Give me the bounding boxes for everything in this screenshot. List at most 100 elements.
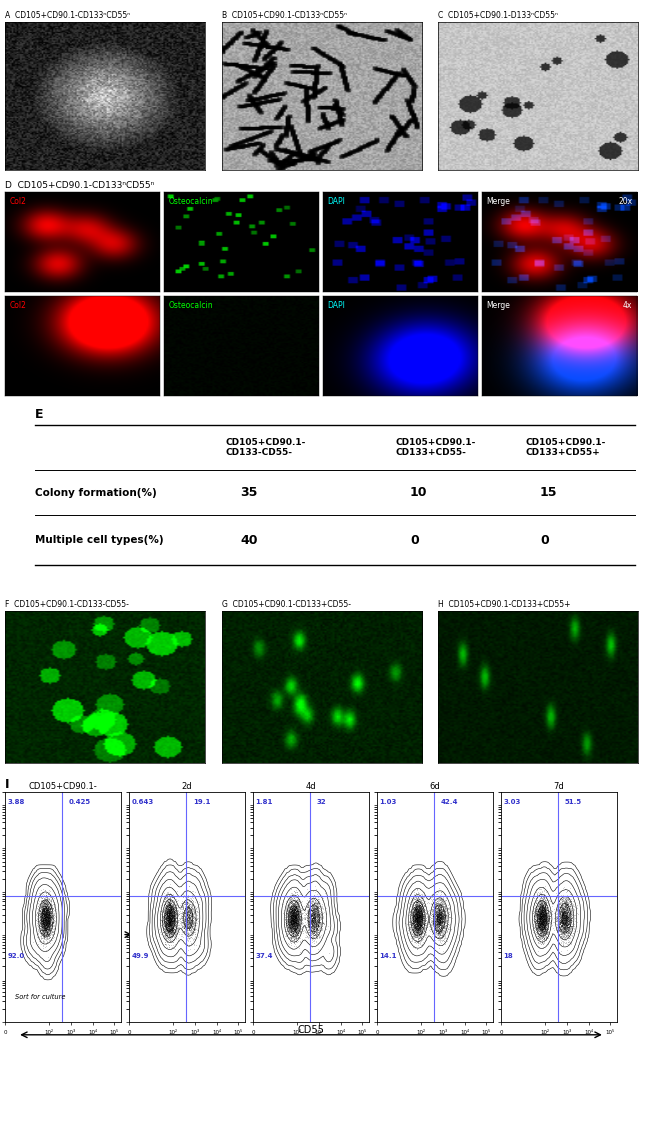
Point (541, 899, 552, 918)
Point (427, 895, 437, 913)
Point (37, 897, 47, 915)
Point (412, 907, 423, 925)
Point (536, 909, 546, 927)
Point (540, 909, 550, 927)
Point (566, 913, 577, 931)
Point (531, 906, 541, 924)
Point (433, 905, 443, 923)
Point (563, 927, 573, 945)
Point (165, 910, 176, 928)
Point (564, 913, 575, 931)
Point (163, 906, 174, 924)
Point (39, 914, 49, 932)
Point (541, 915, 552, 933)
Point (183, 907, 194, 925)
Point (552, 920, 563, 938)
Point (413, 907, 424, 925)
Point (37, 912, 47, 930)
Point (305, 890, 315, 909)
Point (534, 897, 545, 915)
Point (565, 904, 575, 922)
Point (309, 907, 320, 925)
Point (412, 921, 423, 939)
Point (48, 897, 58, 915)
Point (170, 929, 181, 947)
Point (534, 905, 544, 923)
Point (428, 890, 438, 909)
Point (440, 906, 450, 924)
Point (560, 909, 571, 927)
Point (437, 932, 447, 950)
Point (415, 920, 425, 938)
Point (412, 922, 423, 940)
Point (560, 898, 570, 916)
Point (418, 903, 428, 921)
Point (436, 896, 446, 914)
Point (181, 915, 191, 933)
Point (417, 913, 428, 931)
Point (40, 895, 51, 913)
Point (177, 920, 187, 938)
Point (168, 919, 178, 937)
Point (191, 898, 202, 916)
Point (432, 920, 443, 938)
Point (165, 912, 176, 930)
Point (185, 904, 195, 922)
Point (408, 898, 419, 916)
Point (40, 911, 51, 929)
Point (177, 910, 187, 928)
Point (566, 919, 577, 937)
Point (551, 899, 562, 918)
Point (288, 907, 298, 925)
Point (553, 890, 564, 909)
Point (410, 897, 421, 915)
Point (283, 905, 293, 923)
Point (283, 913, 293, 931)
Point (429, 916, 439, 935)
Point (289, 921, 300, 939)
Point (43, 920, 53, 938)
Point (432, 929, 443, 947)
Point (536, 907, 546, 925)
Point (44, 913, 54, 931)
Point (183, 904, 194, 922)
Point (430, 921, 441, 939)
Point (41, 912, 51, 930)
Point (417, 904, 427, 922)
Point (434, 905, 444, 923)
Point (562, 890, 572, 909)
Point (309, 907, 320, 925)
Point (290, 927, 300, 945)
Point (537, 903, 547, 921)
Point (412, 910, 423, 928)
Point (166, 923, 177, 941)
Point (164, 906, 175, 924)
Point (303, 919, 313, 937)
Point (283, 896, 293, 914)
Point (552, 915, 563, 933)
Point (415, 924, 425, 942)
Point (41, 905, 51, 923)
Point (441, 901, 451, 919)
Point (408, 933, 419, 951)
Point (536, 902, 546, 920)
Point (291, 912, 302, 930)
Point (41, 901, 51, 919)
Point (46, 904, 56, 922)
Point (307, 892, 317, 910)
Point (311, 903, 322, 921)
Point (43, 912, 53, 930)
Point (536, 902, 547, 920)
Point (442, 922, 452, 940)
Point (411, 892, 421, 910)
Point (183, 914, 194, 932)
Point (40, 904, 50, 922)
Point (562, 906, 572, 924)
Point (415, 912, 426, 930)
Point (44, 901, 55, 919)
Point (289, 881, 299, 899)
Point (562, 903, 573, 921)
Point (535, 892, 545, 910)
Point (41, 919, 51, 937)
Point (434, 911, 444, 929)
